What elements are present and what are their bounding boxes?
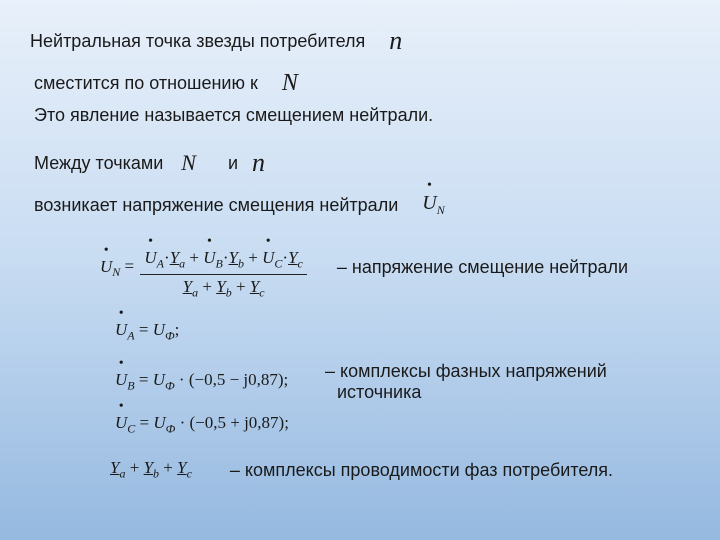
fc-U: U — [115, 413, 127, 432]
fc-C: C — [127, 421, 135, 435]
f1d-Y1: Y — [183, 277, 192, 296]
f1n-U1: U — [144, 248, 156, 267]
fb-U2: U — [153, 370, 165, 389]
f1n-Y3: Y — [288, 248, 297, 267]
f1d-p1: + — [202, 277, 212, 296]
f1n-c: c — [298, 256, 303, 270]
fa-eq: = — [139, 320, 149, 339]
note3: – комплексы проводимости фаз потребителя… — [230, 460, 613, 481]
note1: – напряжение смещение нейтрали — [337, 257, 628, 278]
line3-text: Это явление называется смещением нейтрал… — [34, 105, 433, 126]
f1d-p2: + — [236, 277, 246, 296]
f1d-a: a — [192, 285, 198, 299]
fb-U: U — [115, 370, 127, 389]
fa-semi: ; — [175, 320, 180, 339]
f1d-Y2: Y — [216, 277, 225, 296]
sym-n2: n — [252, 148, 265, 178]
fy-p1: + — [130, 458, 140, 477]
line4b-text: и — [228, 153, 238, 174]
f1-subN: N — [112, 265, 120, 279]
f1n-p1: + — [189, 248, 199, 267]
fb-eq: = — [139, 370, 149, 389]
fc-eq: = — [140, 413, 150, 432]
fa-U2: U — [153, 320, 165, 339]
line2-text: сместится по отношению к — [34, 73, 258, 94]
f1n-U3: U — [262, 248, 274, 267]
f1n-B: B — [216, 256, 223, 270]
fy-p2: + — [163, 458, 173, 477]
sym-N2: N — [181, 150, 196, 176]
fb-B: B — [127, 379, 134, 393]
sym-N: N — [282, 70, 298, 97]
formula-UB: UB = UФ · (−0,5 − j0,87); – комплексы фа… — [30, 361, 690, 403]
fy-a: a — [119, 467, 125, 481]
f1n-Y1: Y — [170, 248, 179, 267]
f-subN: N — [437, 203, 445, 217]
f1n-a: a — [179, 256, 185, 270]
line-5: возникает напряжение смещения нейтрали U… — [34, 192, 690, 218]
fa-U: U — [115, 320, 127, 339]
line4a-text: Между точками — [34, 153, 163, 174]
fy-b: b — [153, 467, 159, 481]
fb-d: · — [179, 370, 185, 389]
f1n-U2: U — [203, 248, 215, 267]
fc-phi: Ф — [166, 421, 176, 435]
fc-U2: U — [153, 413, 165, 432]
formula-UA: UA = UФ; — [30, 320, 690, 343]
sym-n: n — [389, 26, 402, 56]
note2-wrap: – комплексы фазных напряжений источника — [325, 361, 607, 403]
f1d-b: b — [226, 285, 232, 299]
fb-phi: Ф — [165, 379, 175, 393]
formula-group-abc: UA = UФ; UB = UФ · (−0,5 − j0,87); – ком… — [30, 320, 690, 437]
f1d-c: c — [259, 285, 264, 299]
line5-text: возникает напряжение смещения нейтрали — [34, 195, 398, 216]
fc-expr: (−0,5 + j0,87); — [190, 413, 289, 432]
slide: Нейтральная точка звезды потребителя n с… — [0, 0, 720, 540]
f1n-Y2: Y — [229, 248, 238, 267]
f1d-Y3: Y — [250, 277, 259, 296]
formula-Y: Ya + Yb + Yc – комплексы проводимости фа… — [110, 458, 690, 481]
f-U: U — [422, 192, 436, 214]
line-1: Нейтральная точка звезды потребителя n — [30, 26, 690, 56]
fb-expr: (−0,5 − j0,87); — [189, 370, 288, 389]
line-3: Это явление называется смещением нейтрал… — [34, 105, 690, 126]
note2b: источника — [337, 382, 421, 402]
fy-c: c — [187, 467, 192, 481]
formula-UC: UC = UФ · (−0,5 + j0,87); — [30, 413, 690, 436]
fa-A: A — [127, 328, 134, 342]
note2a: – комплексы фазных напряжений — [325, 361, 607, 381]
f1n-b: b — [238, 256, 244, 270]
f1n-A: A — [157, 256, 164, 270]
UN-inline: UN — [422, 192, 444, 218]
fa-phi: Ф — [165, 328, 175, 342]
line1-text: Нейтральная точка звезды потребителя — [30, 31, 365, 52]
fc-d: · — [180, 413, 186, 432]
line-2: сместится по отношению к N — [34, 70, 690, 97]
fy-Y2: Y — [144, 458, 153, 477]
fy-Y3: Y — [177, 458, 186, 477]
line-4: Между точками N и n — [34, 148, 690, 178]
formula-UN: UN = UA·Ya + UB·Yb + UC·Yc Ya + Yb + Yc — [100, 236, 690, 300]
f1-eq: = — [125, 257, 135, 276]
f1n-p2: + — [248, 248, 258, 267]
f1-U: U — [100, 257, 112, 276]
